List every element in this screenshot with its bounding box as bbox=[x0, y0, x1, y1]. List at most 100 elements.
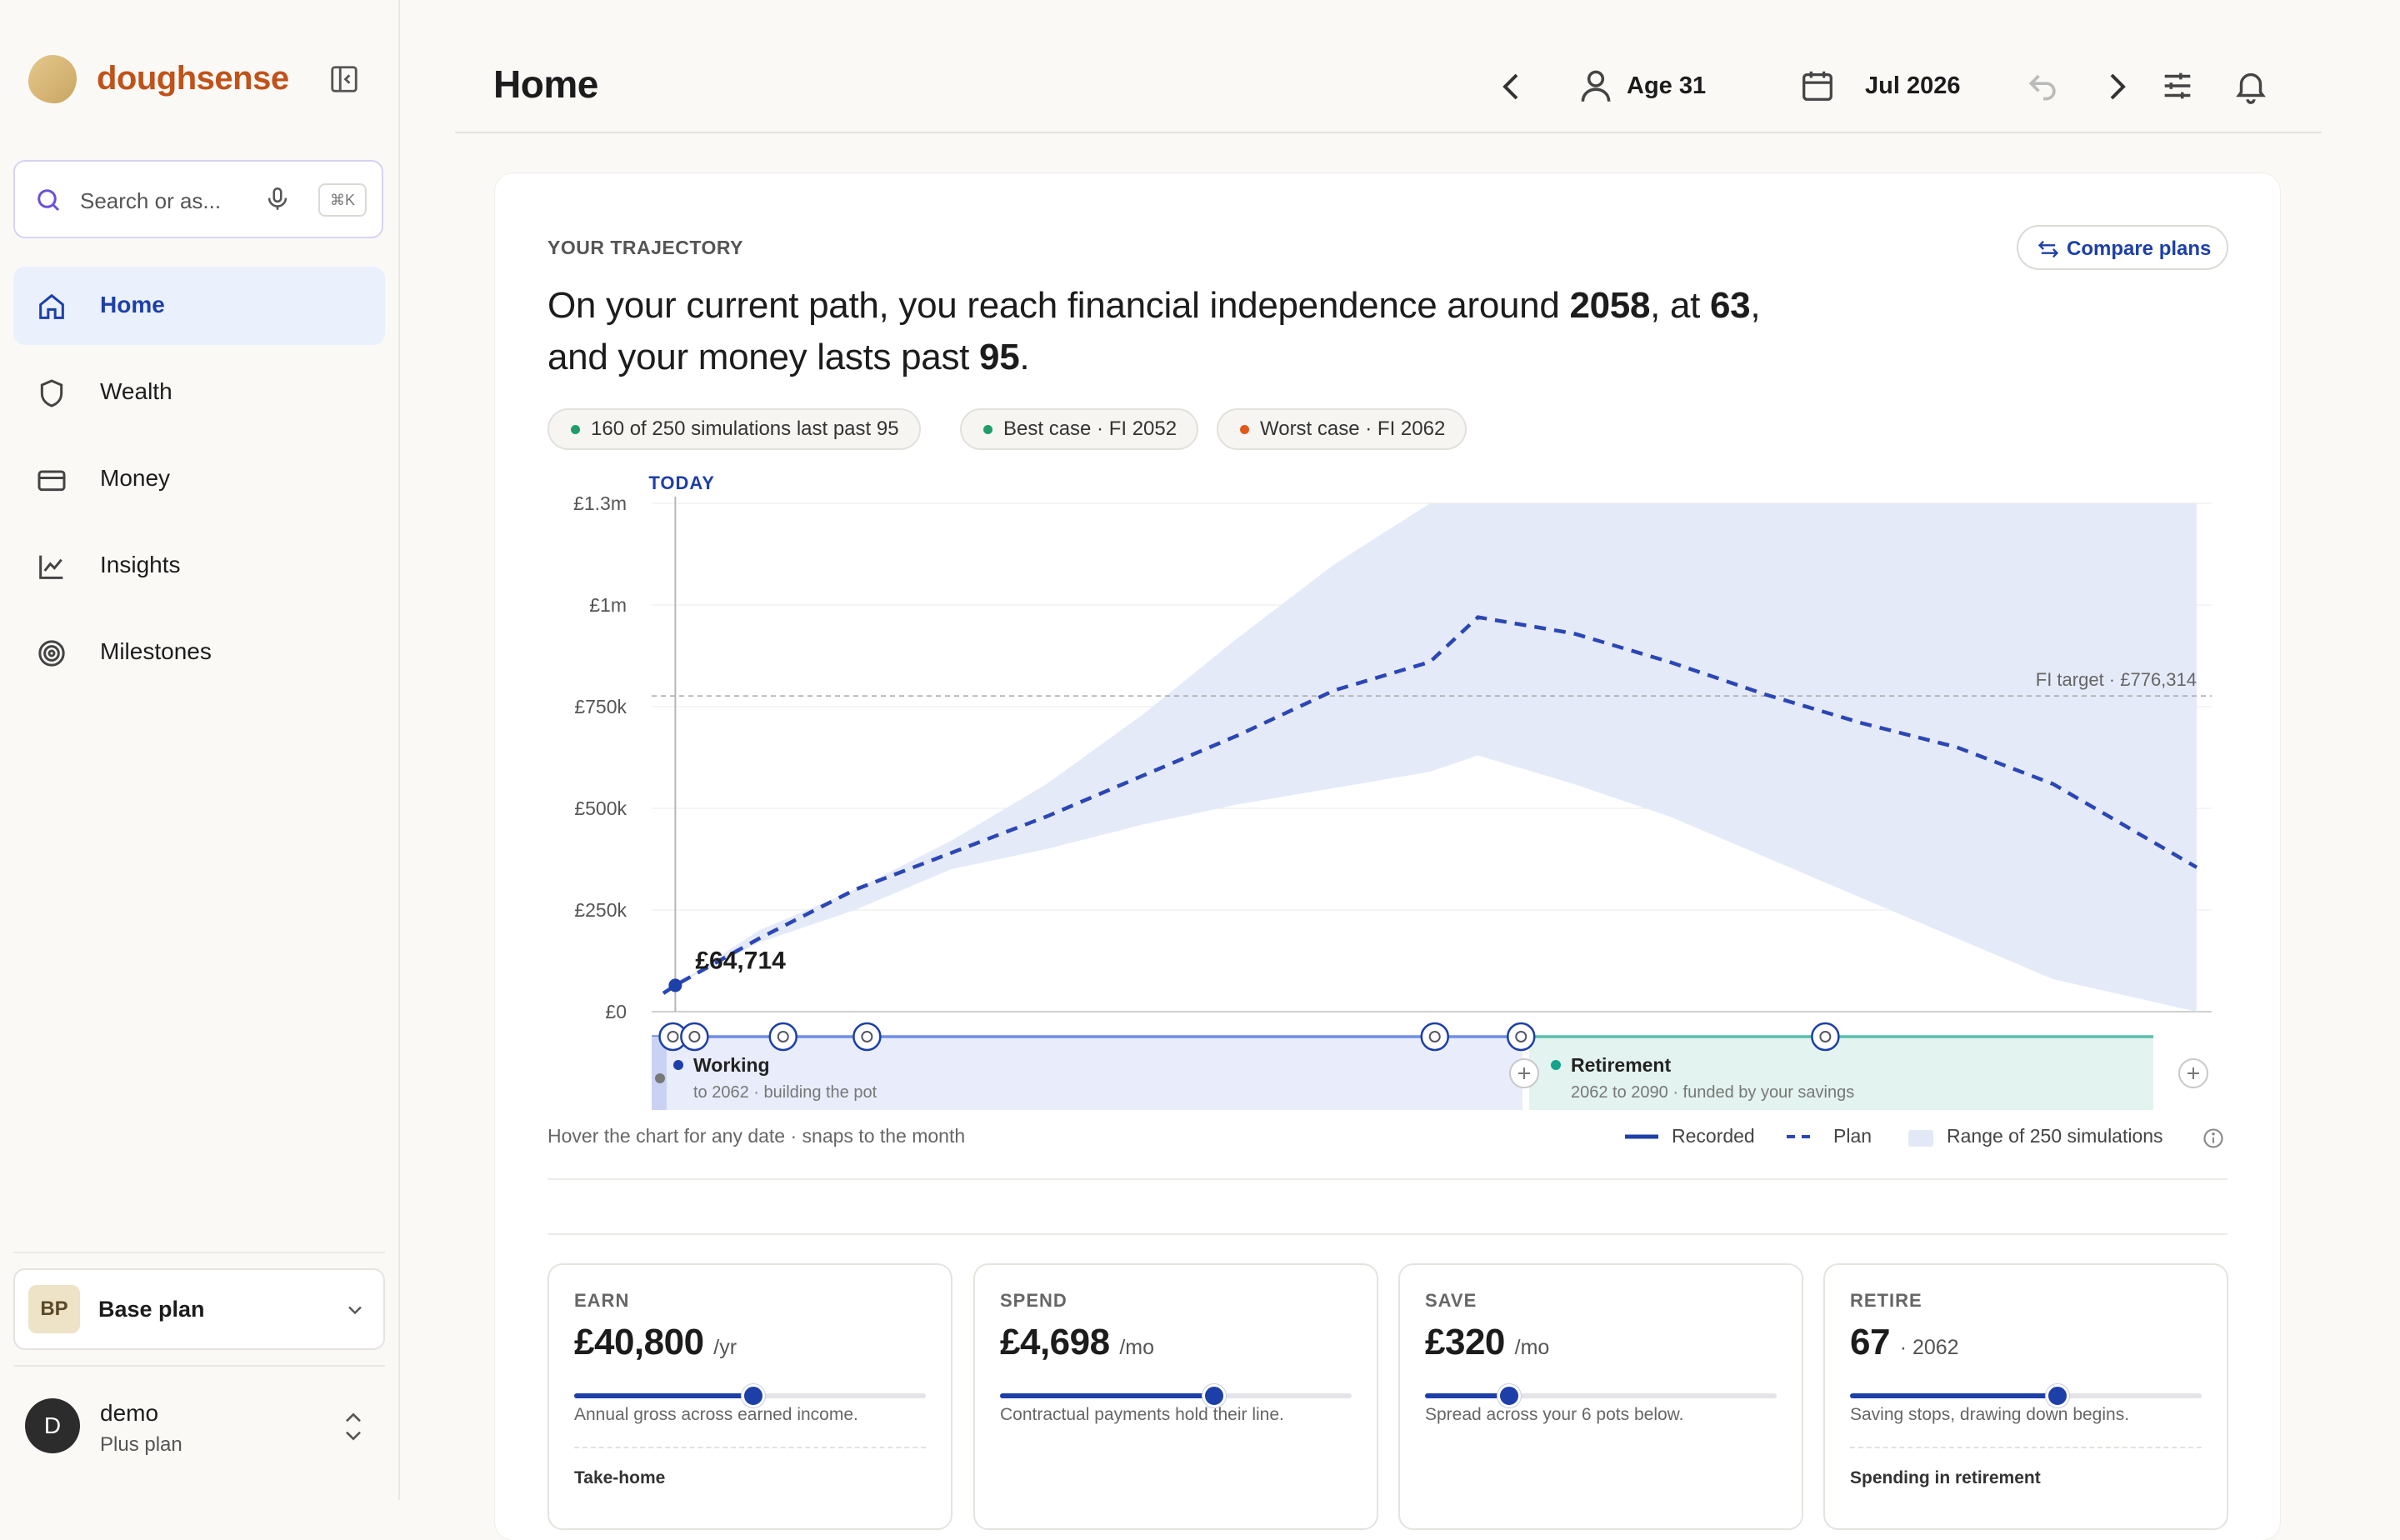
nav-item-label: Wealth bbox=[100, 378, 172, 404]
user-name: demo bbox=[100, 1400, 159, 1426]
slider-handle[interactable] bbox=[1202, 1384, 1227, 1408]
status-dot bbox=[571, 425, 580, 434]
stat-divider bbox=[1850, 1447, 2202, 1448]
undo-button[interactable] bbox=[2025, 67, 2065, 107]
phase-dot bbox=[673, 1060, 683, 1070]
phase-name: Retirement bbox=[1571, 1054, 1671, 1076]
phase-detail: to 2062 · building the pot bbox=[693, 1083, 878, 1102]
plan-selector[interactable]: BP Base plan bbox=[13, 1268, 385, 1350]
legend-range: Range of 250 simulations bbox=[1947, 1125, 2163, 1147]
save-card: SAVE £320 /mo Spread across your 6 pots … bbox=[1398, 1263, 1803, 1530]
age-selector[interactable]: Age 31 bbox=[1627, 72, 1707, 99]
slider-handle[interactable] bbox=[1498, 1384, 1522, 1408]
stat-amount: 67 bbox=[1850, 1322, 1890, 1362]
stat-unit: /mo bbox=[1119, 1336, 1154, 1359]
legend-plan-swatch bbox=[1787, 1135, 1815, 1138]
bell-icon bbox=[2236, 72, 2266, 104]
date-selector[interactable]: Jul 2026 bbox=[1865, 72, 1961, 99]
search-box[interactable]: ⌘K bbox=[13, 160, 383, 238]
compare-plans-button[interactable]: Compare plans bbox=[2017, 225, 2228, 270]
microphone-icon[interactable] bbox=[263, 183, 292, 215]
piggy-icon[interactable] bbox=[1811, 1022, 1840, 1052]
stat-unit: /mo bbox=[1514, 1336, 1550, 1359]
person-icon bbox=[1581, 70, 1611, 102]
calendar-icon[interactable] bbox=[852, 1022, 882, 1052]
palm-icon[interactable] bbox=[1507, 1022, 1536, 1052]
sliders-icon bbox=[2164, 72, 2191, 99]
earn-slider[interactable] bbox=[574, 1384, 926, 1408]
adjust-button[interactable] bbox=[2158, 67, 2198, 107]
chip-label: 160 of 250 simulations last past 95 bbox=[591, 418, 899, 440]
headline-text: . bbox=[1019, 337, 1030, 378]
legend-recorded-swatch bbox=[1625, 1134, 1658, 1139]
legend-range-swatch bbox=[1908, 1130, 1933, 1147]
user-avatar[interactable]: D bbox=[25, 1398, 80, 1453]
stat-value: £4,698 /mo bbox=[1000, 1322, 1154, 1363]
info-icon[interactable] bbox=[2202, 1127, 2225, 1150]
target-icon[interactable] bbox=[1420, 1022, 1449, 1052]
slider-fill bbox=[1000, 1393, 1215, 1398]
current-value-label: £64,714 bbox=[695, 947, 786, 974]
next-button[interactable] bbox=[2097, 67, 2137, 107]
stat-value: £40,800 /yr bbox=[574, 1322, 737, 1363]
phase-dot bbox=[1551, 1060, 1561, 1070]
stat-footer: Take-home bbox=[574, 1468, 666, 1488]
sidebar-toggle-icon bbox=[331, 66, 358, 92]
y-tick-label: £500k bbox=[574, 798, 627, 819]
stat-label: RETIRE bbox=[1850, 1290, 1922, 1311]
nav-item-label: Insights bbox=[100, 552, 181, 578]
y-tick-label: £250k bbox=[574, 899, 627, 921]
slider-handle[interactable] bbox=[2045, 1384, 2069, 1408]
calendar-icon-glyph bbox=[861, 1031, 873, 1042]
stat-amount: £40,800 bbox=[574, 1322, 704, 1362]
status-dot bbox=[1240, 425, 1249, 434]
chevron-up-down-icon[interactable] bbox=[340, 1408, 367, 1445]
target-icon bbox=[38, 640, 65, 667]
nav-item-money[interactable]: Money bbox=[13, 440, 385, 518]
user-plan: Plus plan bbox=[100, 1433, 182, 1456]
slider-handle[interactable] bbox=[742, 1384, 766, 1408]
trajectory-chart[interactable]: £0 £250k £500k £750k £1m £1.3m FI target · £77… bbox=[0, 0, 2400, 1500]
status-dot bbox=[983, 425, 992, 434]
current-value-point[interactable] bbox=[668, 978, 682, 992]
worst-case-chip: Worst case · FI 2062 bbox=[1217, 408, 1468, 450]
chevron-down-icon bbox=[348, 1306, 362, 1315]
card-divider bbox=[548, 1178, 2228, 1180]
collapse-sidebar-button[interactable] bbox=[328, 63, 360, 95]
trend-icon[interactable] bbox=[680, 1022, 709, 1052]
chevron-left-icon bbox=[1502, 73, 1518, 100]
retire-slider[interactable] bbox=[1850, 1384, 2202, 1408]
sidebar-divider bbox=[13, 1365, 385, 1367]
simulation-range-band bbox=[675, 503, 2197, 1012]
palm-icon-glyph bbox=[1515, 1031, 1528, 1042]
simulation-chip: 160 of 250 simulations last past 95 bbox=[548, 408, 921, 450]
cake-icon-glyph bbox=[667, 1031, 679, 1042]
notifications-button[interactable] bbox=[2232, 67, 2272, 107]
nav-item-wealth[interactable]: Wealth bbox=[13, 353, 385, 432]
doc-icon-glyph bbox=[777, 1031, 789, 1042]
search-input[interactable] bbox=[78, 183, 248, 218]
today-label: TODAY bbox=[648, 472, 715, 493]
plan-avatar: BP bbox=[28, 1285, 80, 1333]
stat-amount: £4,698 bbox=[1000, 1322, 1110, 1362]
spend-slider[interactable] bbox=[1000, 1384, 1352, 1408]
shield-icon bbox=[40, 379, 63, 408]
search-icon bbox=[38, 189, 60, 212]
nav-item-label: Milestones bbox=[100, 638, 212, 664]
stat-unit: /yr bbox=[713, 1336, 738, 1359]
prev-button[interactable] bbox=[1492, 67, 1532, 107]
calendar-icon bbox=[1802, 71, 1832, 101]
lasts-age: 95 bbox=[979, 337, 1020, 378]
section-eyebrow: YOUR TRAJECTORY bbox=[548, 237, 743, 258]
doc-icon[interactable] bbox=[768, 1022, 798, 1052]
chip-label: Best case · FI 2052 bbox=[1003, 418, 1178, 440]
nav-item-milestones[interactable]: Milestones bbox=[13, 613, 385, 692]
nav-item-insights[interactable]: Insights bbox=[13, 527, 385, 605]
y-tick-label: £750k bbox=[574, 696, 627, 718]
save-slider[interactable] bbox=[1425, 1384, 1777, 1408]
phase-start-marker bbox=[652, 1037, 667, 1110]
y-tick-label: £1.3m bbox=[573, 492, 627, 514]
nav-item-home[interactable]: Home bbox=[13, 267, 385, 345]
chevron-right-icon bbox=[2110, 73, 2126, 100]
stat-label: SPEND bbox=[1000, 1290, 1068, 1311]
